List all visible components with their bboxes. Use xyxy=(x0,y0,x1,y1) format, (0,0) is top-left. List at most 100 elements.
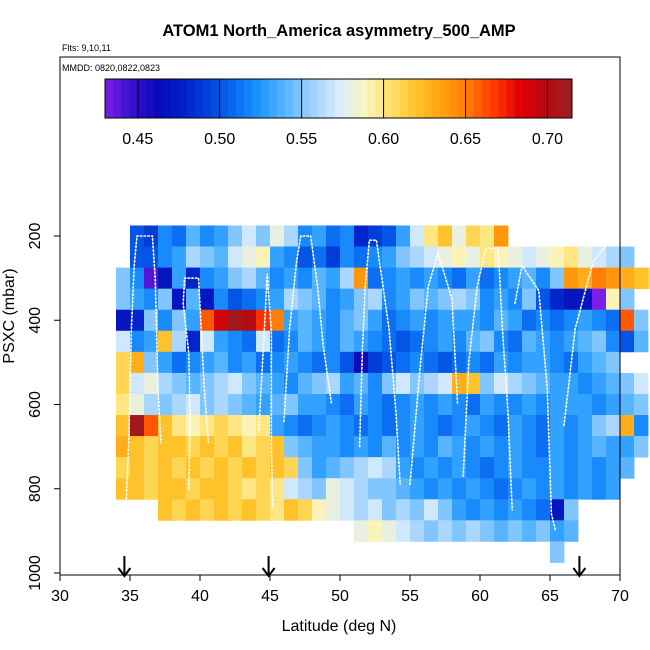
heatmap-cell xyxy=(270,330,285,353)
heatmap-cell xyxy=(606,267,621,290)
heatmap-cell xyxy=(592,246,607,268)
colorbar-swatch xyxy=(342,79,352,118)
heatmap-cell xyxy=(354,288,369,311)
heatmap-cell xyxy=(508,393,523,416)
heatmap-cell xyxy=(354,309,369,332)
heatmap-cell xyxy=(340,478,355,500)
heatmap-cell xyxy=(340,246,355,268)
heatmap-cell xyxy=(550,393,565,416)
profile-2-track xyxy=(182,277,210,490)
heatmap-cell xyxy=(466,520,481,542)
heatmap-cell xyxy=(452,351,467,374)
heatmap-cell xyxy=(144,372,159,395)
heatmap-cell xyxy=(382,330,397,353)
colorbar: 0.45 0.50 0.55 0.60 0.65 0.70 xyxy=(104,78,573,148)
heatmap-cell xyxy=(606,436,621,458)
heatmap-cell xyxy=(340,309,355,332)
profile-5-track xyxy=(358,239,402,486)
heatmap-cell xyxy=(592,415,607,437)
heatmap-cell xyxy=(522,436,537,458)
heatmap-cell xyxy=(172,309,187,332)
heatmap-cell xyxy=(116,330,131,353)
colorbar-swatch xyxy=(154,79,163,118)
heatmap-cell xyxy=(340,457,355,479)
heatmap-cell xyxy=(410,267,425,290)
heatmap-cell xyxy=(494,436,509,458)
heatmap-cell xyxy=(326,436,341,458)
heatmap-cell xyxy=(256,499,271,521)
heatmap-cell xyxy=(368,478,383,500)
colorbar-swatch xyxy=(547,79,557,118)
heatmap-cell xyxy=(172,457,187,479)
heatmap-cell xyxy=(438,288,453,311)
colorbar-swatch xyxy=(236,79,245,118)
heatmap-cell xyxy=(522,372,537,395)
heatmap-cell xyxy=(186,309,201,332)
colorbar-swatch xyxy=(416,79,426,118)
heatmap-cell xyxy=(368,520,383,542)
heatmap-cell xyxy=(592,288,607,311)
heatmap-cell xyxy=(522,309,537,332)
heatmap-cell xyxy=(606,309,621,332)
heatmap-cell xyxy=(340,225,355,247)
heatmap-cell xyxy=(116,267,131,290)
heatmap-cell xyxy=(256,246,271,268)
heatmap-cell xyxy=(368,393,383,416)
colorbar-swatch xyxy=(277,79,286,118)
heatmap-cell xyxy=(606,246,621,268)
heatmap-cell xyxy=(214,393,229,416)
heatmap-cell xyxy=(522,393,537,416)
heatmap-cell xyxy=(368,351,383,374)
heatmap-cell xyxy=(144,415,159,437)
heatmap-cell xyxy=(410,499,425,521)
heatmap-cell xyxy=(578,393,593,416)
heatmap-cell xyxy=(592,372,607,395)
heatmap-cell xyxy=(606,478,621,500)
heatmap-cell xyxy=(158,457,173,479)
heatmap-cell xyxy=(228,288,243,311)
heatmap-cell xyxy=(424,309,439,332)
heatmap-cell xyxy=(452,457,467,479)
heatmap-cell xyxy=(144,309,159,332)
heatmap-cell xyxy=(620,330,635,353)
heatmap-cell xyxy=(158,499,173,521)
colorbar-swatch xyxy=(195,79,204,118)
heatmap-cell xyxy=(186,372,201,395)
heatmap-cell xyxy=(326,415,341,437)
heatmap-cell xyxy=(550,267,565,290)
heatmap-cell xyxy=(494,267,509,290)
heatmap-cell xyxy=(424,225,439,247)
heatmap-cell xyxy=(396,499,411,521)
heatmap-cell xyxy=(270,351,285,374)
heatmap-cell xyxy=(116,351,131,374)
heatmap-cell xyxy=(396,415,411,437)
colorbar-swatch xyxy=(367,79,376,118)
heatmap-cell xyxy=(550,541,565,563)
heatmap-cell xyxy=(312,478,327,500)
heatmap-cell xyxy=(270,457,285,479)
heatmap-cell xyxy=(326,246,341,268)
heatmap-cell xyxy=(452,309,467,332)
heatmap-cell xyxy=(634,330,649,353)
colorbar-swatch xyxy=(293,79,303,118)
heatmap-cell xyxy=(284,457,299,479)
heatmap-cell xyxy=(326,225,341,247)
heatmap-cell xyxy=(172,372,187,395)
y-axis: 200 400 600 800 1000 xyxy=(27,223,60,591)
heatmap-cell xyxy=(270,499,285,521)
heatmap-cell xyxy=(466,478,481,500)
heatmap-cell xyxy=(368,372,383,395)
colorbar-swatch xyxy=(531,79,540,118)
heatmap-cell xyxy=(480,351,495,374)
heatmap-cell xyxy=(158,246,173,268)
colorbar-swatch xyxy=(481,79,491,118)
heatmap-cell xyxy=(536,520,551,542)
heatmap-cell xyxy=(592,478,607,500)
heatmap-cell xyxy=(158,478,173,500)
heatmap-cell xyxy=(438,415,453,437)
heatmap-cell xyxy=(228,351,243,374)
heatmap-cell xyxy=(550,499,565,521)
heatmap-cell xyxy=(536,499,551,521)
x-tick-label: 70 xyxy=(611,588,629,605)
heatmap-cell xyxy=(466,225,481,247)
